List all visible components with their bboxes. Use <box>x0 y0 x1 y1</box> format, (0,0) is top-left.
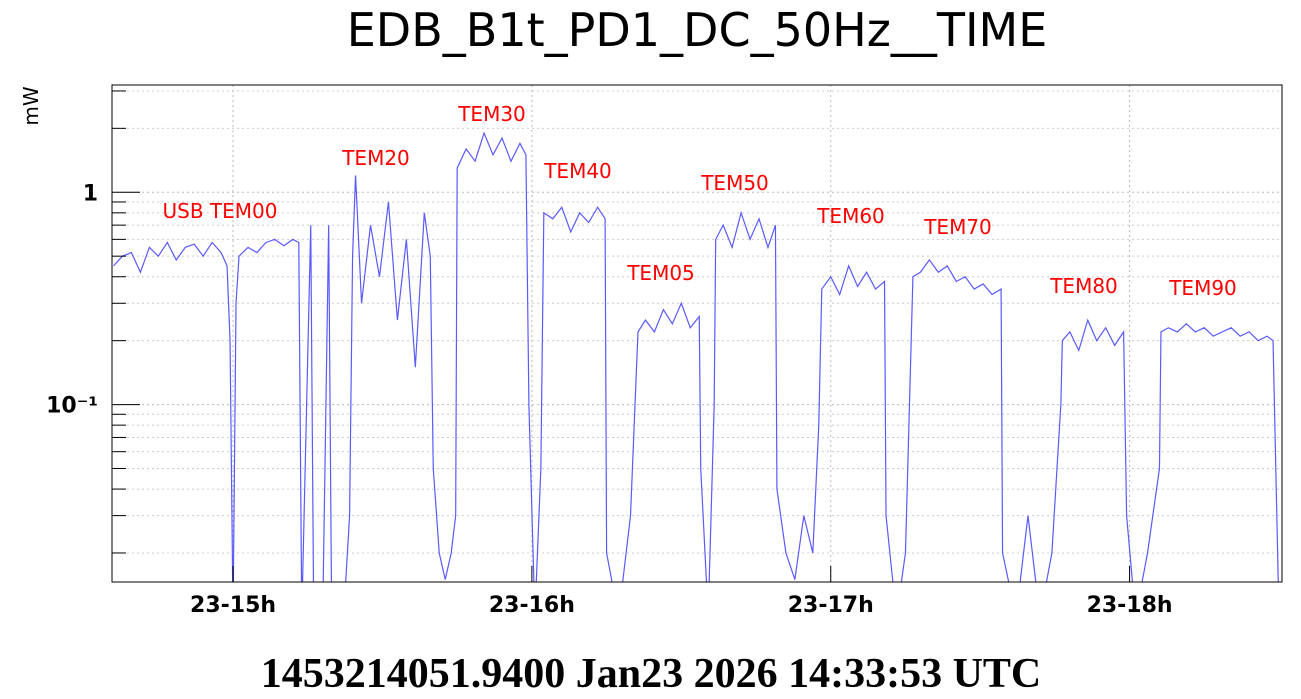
plot-area <box>113 131 1279 582</box>
footer: 1453214051.9400 Jan23 2026 14:33:53 UTC <box>261 651 1042 697</box>
annotation: TEM40 <box>543 159 612 183</box>
x-tick-label: 23-16h <box>489 593 575 618</box>
annotation: TEM30 <box>457 102 526 126</box>
annotation: TEM80 <box>1049 274 1118 298</box>
y-tick-label: 1 <box>83 181 98 206</box>
y-tick-label: 10⁻¹ <box>46 394 98 419</box>
annotation: USB TEM00 <box>163 199 278 223</box>
annotation: TEM50 <box>700 171 769 195</box>
annotation: TEM90 <box>1168 276 1237 300</box>
axes: 10⁻¹ 1 23-15h 23-16h 23-17h 23-18h <box>46 90 1173 618</box>
data-line <box>113 131 1279 582</box>
x-tick-label: 23-18h <box>1087 593 1173 618</box>
grid <box>112 85 1282 582</box>
chart-title: EDB_B1t_PD1_DC_50Hz__TIME <box>347 3 1048 57</box>
annotation: TEM20 <box>341 146 410 170</box>
y-axis-label: mW <box>19 86 43 125</box>
annotation: TEM60 <box>816 204 885 228</box>
x-tick-label: 23-17h <box>788 593 874 618</box>
x-tick-label: 23-15h <box>190 593 276 618</box>
frame <box>111 84 1283 583</box>
annotation: TEM05 <box>626 261 695 285</box>
annotation: TEM70 <box>923 215 992 239</box>
